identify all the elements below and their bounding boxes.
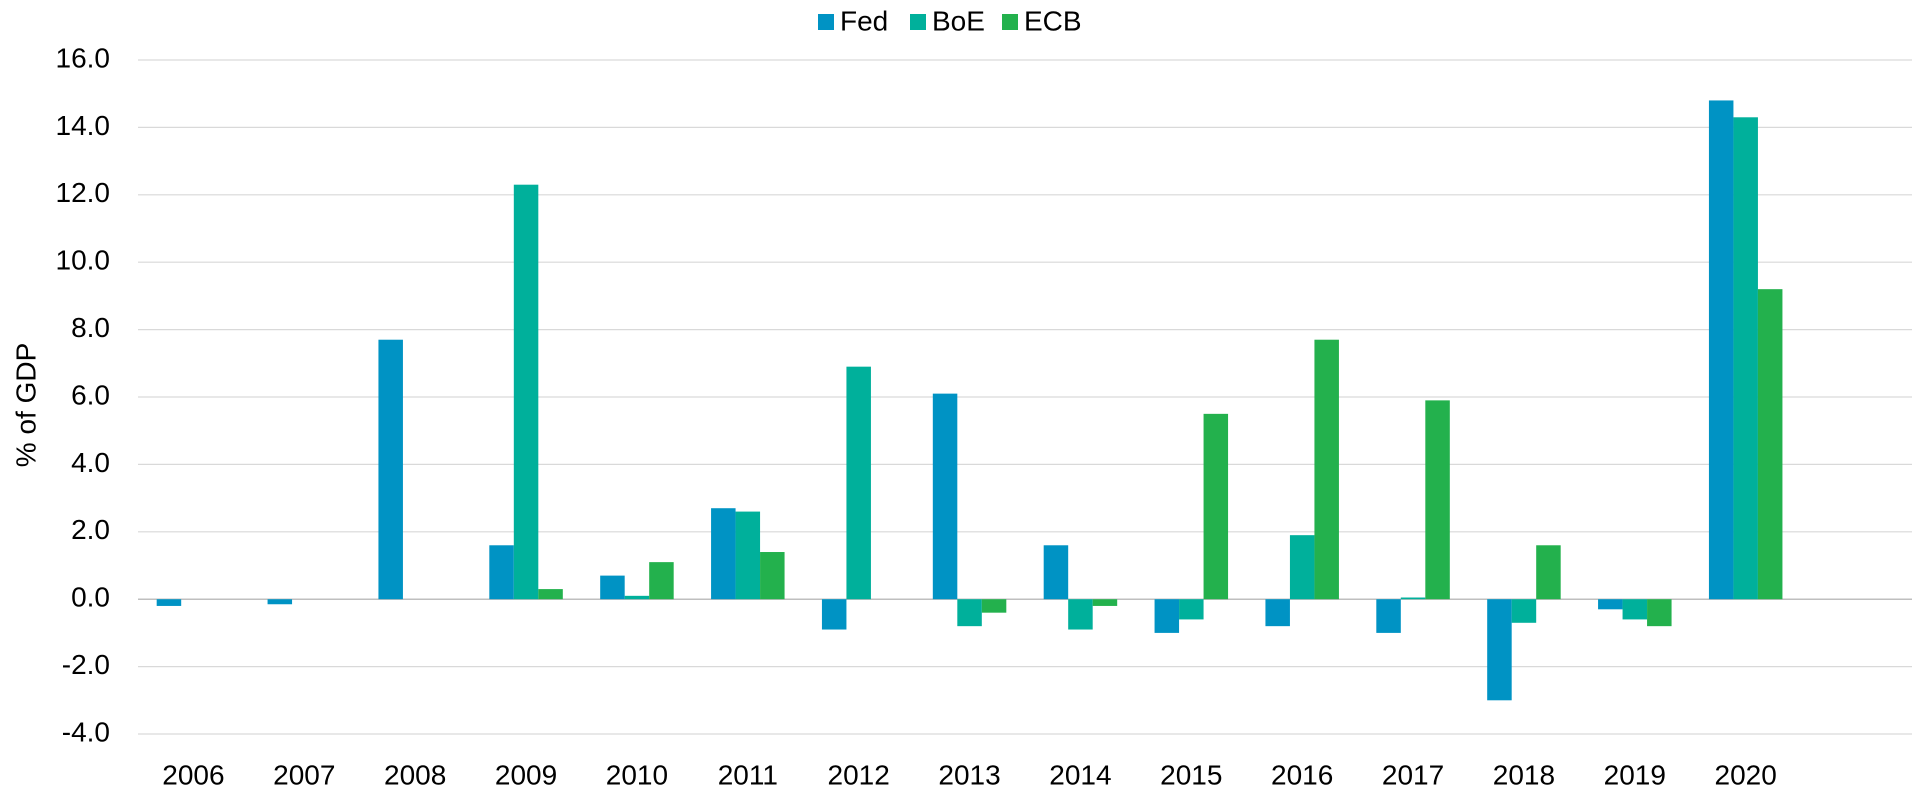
bar	[1179, 599, 1204, 620]
y-tick-label: -4.0	[62, 716, 110, 747]
bar	[821, 599, 847, 630]
bar	[1314, 339, 1339, 600]
x-tick-label: 2009	[495, 759, 557, 790]
x-tick-label: 2007	[273, 759, 335, 790]
bar	[1400, 597, 1426, 600]
y-tick-label: 16.0	[56, 42, 111, 73]
bar	[267, 599, 293, 605]
bar	[1068, 599, 1093, 630]
y-tick-label: 8.0	[71, 312, 110, 343]
bar	[1733, 117, 1758, 600]
x-tick-label: 2016	[1271, 759, 1333, 790]
x-tick-label: 2006	[162, 759, 224, 790]
bar	[1647, 599, 1672, 627]
bar	[156, 599, 182, 606]
x-tick-label: 2014	[1049, 759, 1111, 790]
bar	[846, 366, 871, 600]
bar	[735, 511, 761, 600]
bar	[1598, 599, 1623, 610]
bar	[957, 599, 982, 627]
legend-label: ECB	[1024, 5, 1082, 36]
x-tick-label: 2011	[718, 759, 778, 790]
bar	[1203, 413, 1229, 600]
y-axis-label: % of GDP	[10, 343, 41, 467]
bar	[760, 552, 785, 600]
bar	[1622, 599, 1648, 620]
x-tick-label: 2010	[606, 759, 668, 790]
x-tick-label: 2013	[938, 759, 1000, 790]
bar	[378, 339, 403, 600]
bar	[489, 545, 514, 600]
bar	[1376, 599, 1401, 633]
bar	[1708, 100, 1734, 600]
legend-swatch	[910, 14, 926, 30]
bar	[1043, 545, 1069, 600]
y-tick-label: 14.0	[56, 110, 111, 141]
bar	[932, 393, 958, 600]
bar	[1536, 545, 1561, 600]
bar	[600, 575, 625, 600]
bar	[624, 595, 650, 600]
bar	[513, 184, 539, 600]
y-tick-label: 6.0	[71, 379, 110, 410]
x-tick-label: 2018	[1493, 759, 1555, 790]
y-tick-label: 4.0	[71, 447, 110, 478]
x-tick-label: 2015	[1160, 759, 1222, 790]
y-tick-label: 0.0	[71, 582, 110, 613]
x-tick-label: 2008	[384, 759, 446, 790]
bar	[1154, 599, 1180, 633]
bar	[1511, 599, 1537, 623]
bar	[649, 562, 674, 600]
y-tick-label: 2.0	[71, 514, 110, 545]
bar	[711, 508, 736, 600]
bar	[1425, 400, 1450, 600]
bar	[1757, 289, 1783, 600]
legend-swatch	[1002, 14, 1018, 30]
x-tick-label: 2019	[1604, 759, 1666, 790]
bar	[1289, 535, 1315, 600]
y-tick-label: 10.0	[56, 245, 111, 276]
bar	[1265, 599, 1290, 627]
y-tick-label: 12.0	[56, 177, 111, 208]
x-tick-label: 2020	[1715, 759, 1777, 790]
y-tick-label: -2.0	[62, 649, 110, 680]
bar	[1487, 599, 1512, 701]
legend-label: Fed	[840, 5, 888, 36]
x-tick-label: 2017	[1382, 759, 1444, 790]
bar	[981, 599, 1007, 613]
bar	[1092, 599, 1118, 606]
bar	[538, 589, 563, 600]
x-tick-label: 2012	[828, 759, 890, 790]
legend-swatch	[818, 14, 834, 30]
legend-label: BoE	[932, 5, 985, 36]
